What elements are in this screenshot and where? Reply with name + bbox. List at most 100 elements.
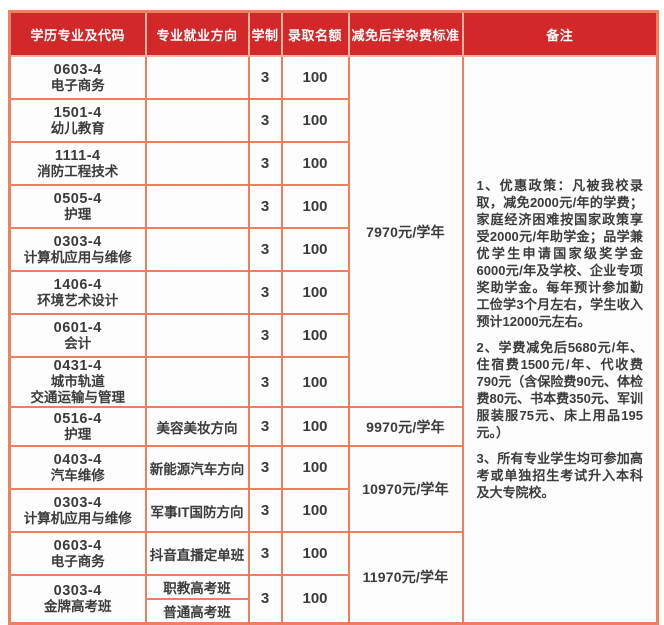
major-code: 0431-4 <box>53 358 102 374</box>
major-code: 0403-4 <box>53 451 102 468</box>
table-row: 0516-4 护理 美容美妆方向 3 100 9970元/学年 <box>8 406 658 447</box>
duration-cell: 3 <box>247 98 283 143</box>
quota-cell: 100 <box>280 488 350 533</box>
quota-cell: 100 <box>280 406 350 447</box>
table-row: 0303-4 计算机应用与维修 3 100 <box>8 227 658 272</box>
major-name: 计算机应用与维修 <box>23 510 132 526</box>
header-duration: 学制 <box>247 10 283 57</box>
major-cell: 0303-4 金牌高考班 <box>8 574 147 624</box>
duration-cell: 3 <box>247 574 283 624</box>
major-cell: 0601-4 会计 <box>8 313 147 358</box>
remarks-paragraph: 2、学费减免后5680元/年、住宿费1500元/年、代收费790元（含保险费90… <box>476 340 644 441</box>
direction-cell <box>144 270 250 315</box>
major-code: 1406-4 <box>53 276 102 293</box>
direction-cell <box>144 98 250 143</box>
major-name: 护理 <box>64 206 92 222</box>
quota-cell: 100 <box>280 445 350 490</box>
major-cell: 0303-4 计算机应用与维修 <box>8 227 147 272</box>
table-row: 0303-4 金牌高考班 职教高考班 3 100 <box>8 574 658 624</box>
major-code: 0505-4 <box>53 190 102 207</box>
major-code: 0603-4 <box>53 61 102 78</box>
direction-cell: 职教高考班 <box>144 574 250 600</box>
duration-cell: 3 <box>247 356 283 408</box>
remarks-cell: 1、优惠政策：凡被我校录取，减免2000元/年的学费；家庭经济困难按国家政策享受… <box>461 55 659 624</box>
major-name: 幼儿教育 <box>50 120 105 136</box>
fee-cell: 7970元/学年 <box>347 55 464 408</box>
fee-cell: 11970元/学年 <box>347 531 464 624</box>
table-row: 0603-4 电子商务 3 100 7970元/学年 1、优惠政策：凡被我校录取… <box>8 55 659 624</box>
header-major-code: 学历专业及代码 <box>8 10 147 57</box>
major-name: 电子商务 <box>50 77 105 93</box>
quota-cell: 100 <box>280 98 350 143</box>
table-row: 1501-4 幼儿教育 3 100 <box>8 98 658 143</box>
table-row: 0431-4 城市轨道 交通运输与管理 3 100 <box>8 356 658 408</box>
direction-cell: 军事IT国防方向 <box>144 488 250 533</box>
quota-cell: 100 <box>280 184 350 229</box>
quota-cell: 100 <box>280 574 350 624</box>
major-name: 计算机应用与维修 <box>23 249 132 265</box>
duration-cell: 3 <box>247 55 283 100</box>
direction-cell <box>144 227 250 272</box>
duration-cell: 3 <box>247 184 283 229</box>
quota-cell: 100 <box>280 356 350 408</box>
header-quota: 录取名额 <box>280 10 350 57</box>
major-cell: 1501-4 幼儿教育 <box>8 98 147 143</box>
major-code: 0603-4 <box>53 537 102 554</box>
quota-cell: 100 <box>280 141 350 186</box>
direction-cell <box>144 313 250 358</box>
major-cell: 0516-4 护理 <box>8 406 147 447</box>
remarks-paragraph: 3、所有专业学生均可参加高考或单独招生考试升入本科及大专院校。 <box>476 451 644 501</box>
fee-cell: 9970元/学年 <box>347 406 464 447</box>
major-cell: 1111-4 消防工程技术 <box>8 141 147 186</box>
header-fee: 减免后学杂费标准 <box>347 10 464 57</box>
direction-cell <box>144 55 250 100</box>
direction-cell: 新能源汽车方向 <box>144 445 250 490</box>
major-code: 0303-4 <box>53 582 102 599</box>
table-row: 0601-4 会计 3 100 <box>8 313 658 358</box>
direction-cell: 美容美妆方向 <box>144 406 250 447</box>
table-row: 0603-4 电子商务 抖音直播定单班 3 100 11970元/学年 <box>8 531 658 624</box>
duration-cell: 3 <box>247 270 283 315</box>
major-cell: 0431-4 城市轨道 交通运输与管理 <box>8 356 147 408</box>
duration-cell: 3 <box>247 445 283 490</box>
major-cell: 0603-4 电子商务 <box>8 55 147 100</box>
major-name: 金牌高考班 <box>44 598 112 614</box>
major-cell: 1406-4 环境艺术设计 <box>8 270 147 315</box>
direction-cell <box>144 141 250 186</box>
table-row: 1111-4 消防工程技术 3 100 <box>8 141 658 186</box>
header-remarks: 备注 <box>461 10 659 57</box>
major-name: 消防工程技术 <box>37 163 119 179</box>
table-row: 0403-4 汽车维修 新能源汽车方向 3 100 10970元/学年 <box>8 445 658 533</box>
major-cell: 0303-4 计算机应用与维修 <box>8 488 147 533</box>
quota-cell: 100 <box>280 313 350 358</box>
header-row: 学历专业及代码 专业就业方向 学制 录取名额 减免后学杂费标准 备注 <box>8 10 659 57</box>
direction-cell: 普通高考班 <box>144 598 250 624</box>
duration-cell: 3 <box>247 141 283 186</box>
duration-cell: 3 <box>247 406 283 447</box>
duration-cell: 3 <box>247 488 283 533</box>
major-name: 城市轨道 交通运输与管理 <box>30 374 126 405</box>
major-code: 0303-4 <box>53 233 102 250</box>
major-cell: 0603-4 电子商务 <box>8 531 147 576</box>
direction-cell <box>144 184 250 229</box>
duration-cell: 3 <box>247 227 283 272</box>
major-name: 环境艺术设计 <box>37 292 119 308</box>
direction-cell <box>144 356 250 408</box>
table-row: 普通高考班 <box>10 598 658 624</box>
major-name: 电子商务 <box>50 553 105 569</box>
major-cell: 0505-4 护理 <box>8 184 147 229</box>
major-code: 0303-4 <box>53 494 102 511</box>
major-name: 会计 <box>64 335 92 351</box>
remarks-paragraph: 1、优惠政策：凡被我校录取，减免2000元/年的学费；家庭经济困难按国家政策享受… <box>476 178 644 330</box>
quota-cell: 100 <box>280 531 350 576</box>
table-row: 0505-4 护理 3 100 <box>8 184 658 229</box>
major-code: 0601-4 <box>53 319 102 336</box>
quota-cell: 100 <box>280 270 350 315</box>
duration-cell: 3 <box>247 313 283 358</box>
major-code: 0516-4 <box>53 410 102 427</box>
enrollment-table: 学历专业及代码 专业就业方向 学制 录取名额 减免后学杂费标准 备注 0603-… <box>8 10 659 625</box>
major-code: 1111-4 <box>54 147 101 164</box>
duration-cell: 3 <box>247 531 283 576</box>
major-code: 1501-4 <box>53 104 102 121</box>
fee-cell: 10970元/学年 <box>347 445 464 533</box>
